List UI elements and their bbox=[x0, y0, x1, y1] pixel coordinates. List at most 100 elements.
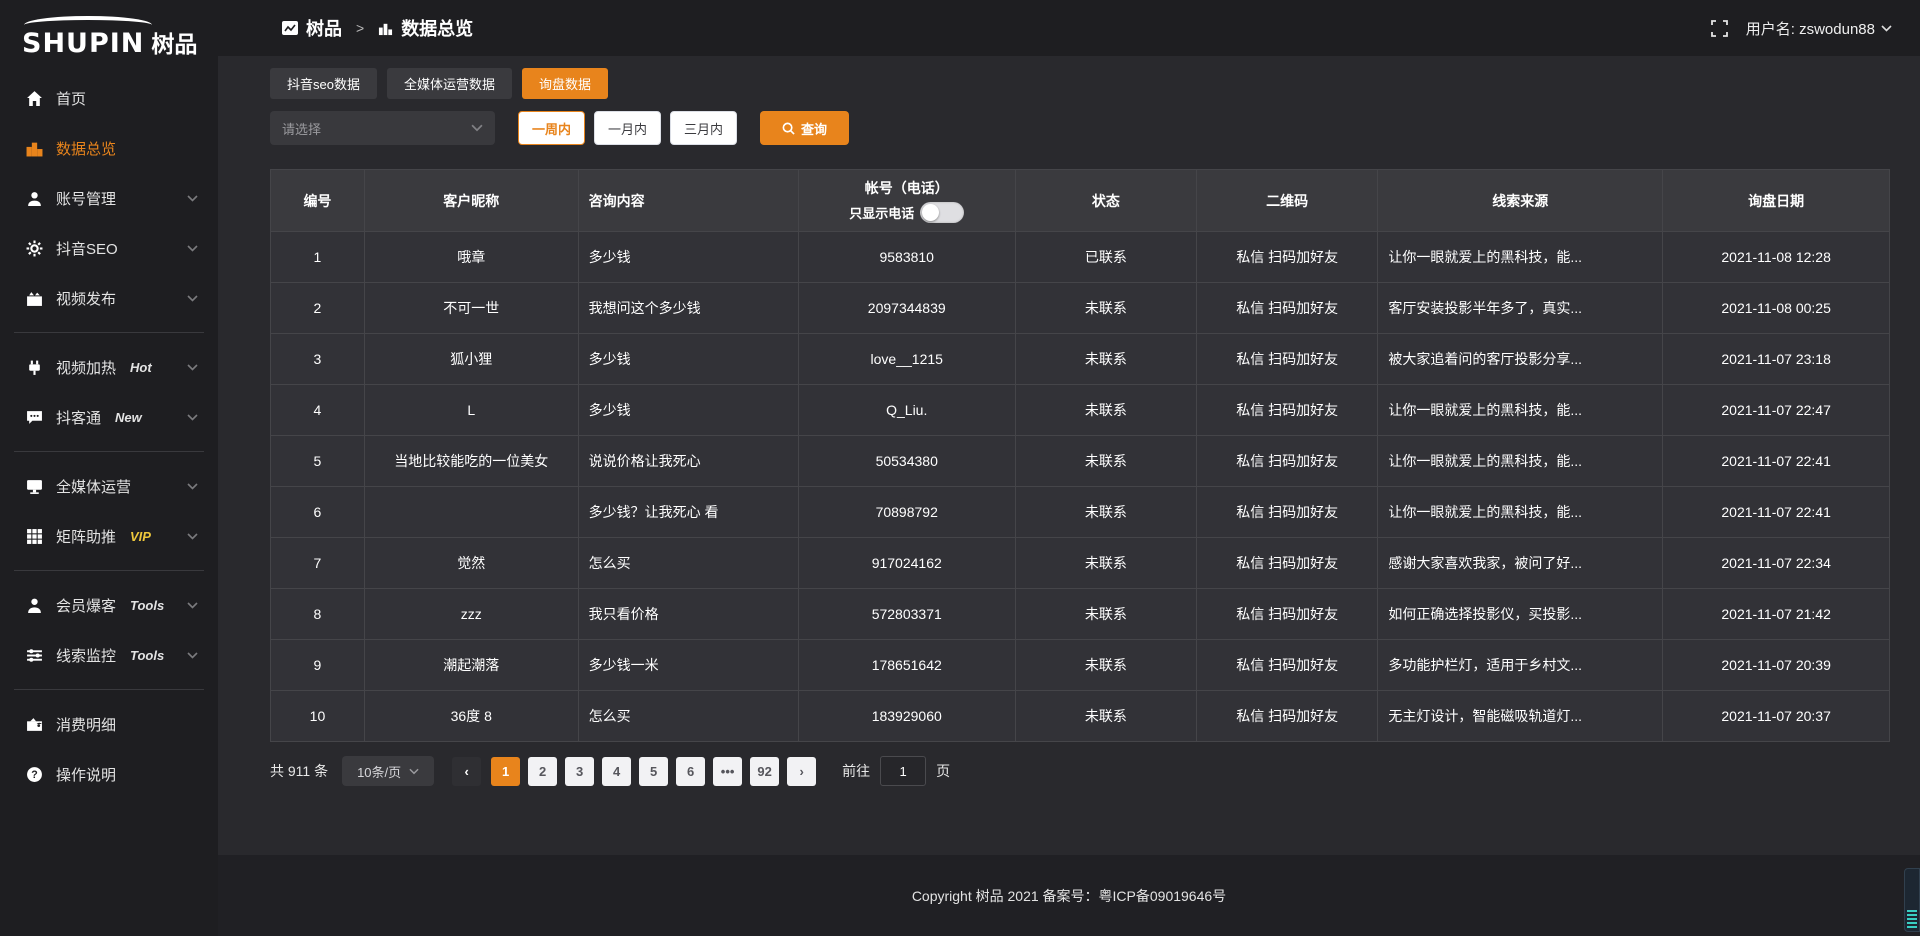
page-button-2[interactable]: 2 bbox=[528, 756, 558, 786]
sliders-icon bbox=[26, 647, 43, 664]
pagination: 共 911 条 10条/页 ‹ 1 2 3 4 5 6 ••• 92 › 前往 … bbox=[270, 756, 1890, 786]
sidebar-item-lead-monitoring[interactable]: 线索监控 Tools bbox=[0, 630, 218, 680]
cell-account: 50534380 bbox=[797, 435, 1016, 487]
fullscreen-icon[interactable] bbox=[1710, 19, 1728, 37]
qrcode-link[interactable]: 私信 扫码加好友 bbox=[1196, 333, 1379, 385]
source-link[interactable]: 被大家追着问的客厅投影分享... bbox=[1377, 333, 1664, 385]
page-button-6[interactable]: 6 bbox=[676, 756, 706, 786]
tab-inquiry-data[interactable]: 询盘数据 bbox=[521, 68, 608, 99]
select-placeholder: 请选择 bbox=[282, 121, 322, 137]
sidebar-item-doukketong[interactable]: 抖客通 New bbox=[0, 392, 218, 442]
col-header-content: 咨询内容 bbox=[577, 169, 799, 232]
sidebar-item-label: 线索监控 bbox=[56, 647, 117, 665]
search-icon bbox=[782, 122, 795, 135]
cell-date: 2021-11-08 12:28 bbox=[1662, 231, 1890, 283]
tab-douyin-seo-data[interactable]: 抖音seo数据 bbox=[270, 68, 377, 99]
range-week-button[interactable]: 一周内 bbox=[518, 111, 585, 145]
source-link[interactable]: 如何正确选择投影仪，买投影... bbox=[1377, 588, 1664, 640]
qrcode-link[interactable]: 私信 扫码加好友 bbox=[1196, 231, 1379, 283]
account-select[interactable]: 请选择 bbox=[270, 111, 495, 145]
breadcrumb-current-icon bbox=[378, 21, 393, 36]
range-month-button[interactable]: 一月内 bbox=[594, 111, 661, 145]
cell-id: 5 bbox=[270, 435, 365, 487]
qrcode-link[interactable]: 私信 扫码加好友 bbox=[1196, 282, 1379, 334]
table-row: 4 L 多少钱 Q_Liu. 未联系 私信 扫码加好友 让你一眼就爱上的黑科技，… bbox=[270, 384, 1890, 436]
chevron-down-icon bbox=[187, 601, 198, 609]
source-link[interactable]: 感谢大家喜欢我家，被问了好... bbox=[1377, 537, 1664, 589]
qrcode-link[interactable]: 私信 扫码加好友 bbox=[1196, 639, 1379, 691]
source-link[interactable]: 客厅安装投影半年多了，真实... bbox=[1377, 282, 1664, 334]
qrcode-link[interactable]: 私信 扫码加好友 bbox=[1196, 384, 1379, 436]
tab-omnimedia-data[interactable]: 全媒体运营数据 bbox=[386, 68, 512, 99]
chat-bubble-icon bbox=[26, 409, 43, 426]
cell-id: 3 bbox=[270, 333, 365, 385]
source-link[interactable]: 让你一眼就爱上的黑科技，能... bbox=[1377, 231, 1664, 283]
table-row: 3 狐小狸 多少钱 love__1215 未联系 私信 扫码加好友 被大家追着问… bbox=[270, 333, 1890, 385]
sidebar-item-operation-guide[interactable]: ? 操作说明 bbox=[0, 749, 218, 799]
page-ellipsis-button[interactable]: ••• bbox=[713, 756, 743, 786]
source-link[interactable]: 让你一眼就爱上的黑科技，能... bbox=[1377, 486, 1664, 538]
page-button-1[interactable]: 1 bbox=[491, 756, 521, 786]
sidebar-item-label: 首页 bbox=[56, 90, 87, 108]
cell-content: 多少钱 bbox=[577, 333, 799, 385]
sidebar-item-label: 账号管理 bbox=[56, 190, 117, 208]
breadcrumb-root[interactable]: 树品 bbox=[306, 19, 342, 39]
page-button-4[interactable]: 4 bbox=[602, 756, 632, 786]
sidebar-item-label: 会员爆客 bbox=[56, 597, 117, 615]
sidebar-item-account-management[interactable]: 账号管理 bbox=[0, 173, 218, 223]
data-tabs: 抖音seo数据 全媒体运营数据 询盘数据 bbox=[270, 68, 1890, 99]
prev-page-button[interactable]: ‹ bbox=[452, 756, 482, 786]
qrcode-link[interactable]: 私信 扫码加好友 bbox=[1196, 537, 1379, 589]
main-content: 抖音seo数据 全媒体运营数据 询盘数据 请选择 一周内 一月内 三月内 查询 bbox=[218, 56, 1920, 855]
user-menu[interactable]: 用户名: zswodun88 bbox=[1746, 18, 1892, 39]
source-link[interactable]: 让你一眼就爱上的黑科技，能... bbox=[1377, 435, 1664, 487]
range-quarter-button[interactable]: 三月内 bbox=[670, 111, 737, 145]
next-page-button[interactable]: › bbox=[787, 756, 817, 786]
page-button-92[interactable]: 92 bbox=[750, 756, 780, 786]
copyright-text: Copyright 树品 2021 备案号：粤ICP备09019646号 bbox=[911, 887, 1227, 904]
inquiry-table: 编号 客户昵称 咨询内容 帐号（电话） 只显示电话 状态 二维码 bbox=[270, 169, 1890, 742]
cell-account: love__1215 bbox=[797, 333, 1016, 385]
search-button[interactable]: 查询 bbox=[760, 111, 850, 145]
sidebar-item-label: 操作说明 bbox=[56, 766, 117, 784]
member-icon bbox=[26, 597, 43, 614]
sidebar-item-matrix-boost[interactable]: 矩阵助推 VIP bbox=[0, 511, 218, 561]
source-link[interactable]: 让你一眼就爱上的黑科技，能... bbox=[1377, 384, 1664, 436]
sidebar-item-video-publish[interactable]: 视频发布 bbox=[0, 273, 218, 323]
tools-badge: Tools bbox=[130, 647, 165, 663]
breadcrumb-current: 数据总览 bbox=[401, 19, 474, 39]
sidebar-item-consumption-details[interactable]: 消费明细 bbox=[0, 699, 218, 749]
sidebar-item-member-baoke[interactable]: 会员爆客 Tools bbox=[0, 580, 218, 630]
col-header-status: 状态 bbox=[1014, 169, 1198, 232]
logo-arc-decoration bbox=[24, 16, 152, 25]
goto-page-input[interactable] bbox=[880, 756, 927, 786]
qrcode-link[interactable]: 私信 扫码加好友 bbox=[1196, 435, 1379, 487]
question-icon: ? bbox=[26, 766, 43, 783]
vip-badge: VIP bbox=[130, 528, 151, 544]
qrcode-link[interactable]: 私信 扫码加好友 bbox=[1196, 588, 1379, 640]
status-badge: 未联系 bbox=[1014, 435, 1198, 487]
sidebar-item-home[interactable]: 首页 bbox=[0, 73, 218, 123]
sidebar-item-video-heating[interactable]: 视频加热 Hot bbox=[0, 342, 218, 392]
page-button-5[interactable]: 5 bbox=[639, 756, 669, 786]
phone-only-toggle[interactable] bbox=[920, 202, 965, 223]
sidebar-item-data-overview[interactable]: 数据总览 bbox=[0, 123, 218, 173]
sidebar-item-omnimedia-operation[interactable]: 全媒体运营 bbox=[0, 461, 218, 511]
source-link[interactable]: 无主灯设计，智能磁吸轨道灯... bbox=[1377, 690, 1664, 742]
page-button-3[interactable]: 3 bbox=[565, 756, 595, 786]
cell-date: 2021-11-07 22:47 bbox=[1662, 384, 1890, 436]
table-row: 10 36度 8 怎么买 183929060 未联系 私信 扫码加好友 无主灯设… bbox=[270, 690, 1890, 742]
qrcode-link[interactable]: 私信 扫码加好友 bbox=[1196, 486, 1379, 538]
qrcode-link[interactable]: 私信 扫码加好友 bbox=[1196, 690, 1379, 742]
sidebar-item-douyin-seo[interactable]: 抖音SEO bbox=[0, 223, 218, 273]
page-size-select[interactable]: 10条/页 bbox=[342, 756, 435, 786]
cell-id: 6 bbox=[270, 486, 365, 538]
logo-text-en: SHUPIN bbox=[22, 28, 145, 59]
cell-content: 我只看价格 bbox=[577, 588, 799, 640]
cell-nickname: 哦章 bbox=[363, 231, 579, 283]
sidebar-item-label: 矩阵助推 bbox=[56, 528, 117, 546]
page-unit-label: 页 bbox=[936, 763, 951, 779]
cell-nickname: 觉然 bbox=[363, 537, 579, 589]
source-link[interactable]: 多功能护栏灯，适用于乡村文... bbox=[1377, 639, 1664, 691]
floating-widget[interactable] bbox=[1904, 868, 1920, 932]
